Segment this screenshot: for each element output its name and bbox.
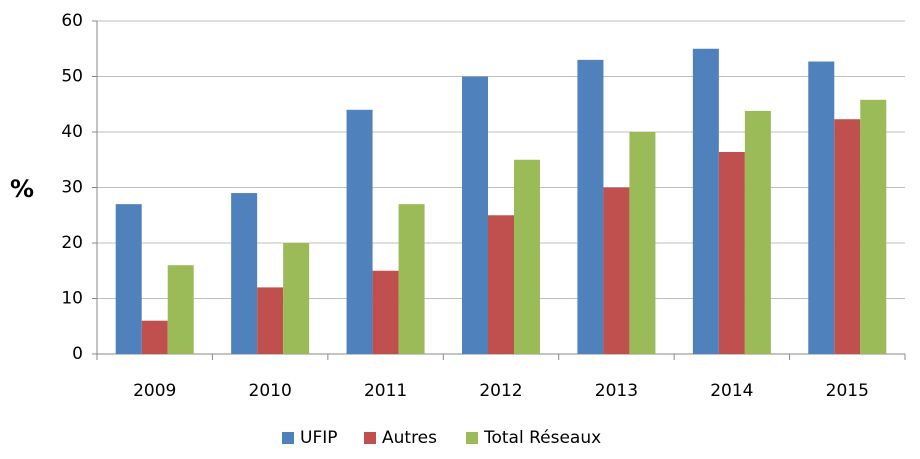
- bar: [744, 110, 771, 354]
- bar: [629, 132, 656, 354]
- bar: [115, 204, 142, 354]
- y-tick-label: 40: [61, 122, 83, 142]
- bar: [603, 187, 630, 354]
- legend-label: Autres: [382, 428, 437, 448]
- bar: [283, 243, 310, 354]
- y-tick-label: 10: [61, 289, 83, 309]
- y-tick-label: 0: [72, 344, 83, 364]
- bar: [808, 61, 835, 354]
- x-tick-label: 2012: [479, 381, 522, 401]
- y-tick-label: 60: [61, 11, 83, 31]
- x-tick-label: 2013: [595, 381, 638, 401]
- y-axis-label: %: [10, 175, 34, 203]
- x-tick-label: 2009: [133, 381, 176, 401]
- bar: [462, 76, 488, 354]
- bar: [141, 320, 168, 354]
- bar: [231, 193, 258, 354]
- legend-label: Total Réseaux: [483, 428, 601, 448]
- bar: [577, 59, 604, 354]
- bar: [346, 109, 373, 354]
- y-tick-label: 20: [61, 233, 83, 253]
- bar: [860, 99, 887, 354]
- bar: [372, 270, 399, 354]
- bar: [257, 287, 284, 354]
- y-tick-label: 50: [61, 67, 83, 87]
- bar: [398, 204, 425, 354]
- y-tick-label: 30: [61, 178, 83, 198]
- bar: [834, 119, 861, 354]
- legend-swatch: [282, 432, 294, 444]
- bar: [488, 215, 514, 354]
- x-tick-label: 2011: [364, 381, 407, 401]
- x-tick-label: 2010: [249, 381, 292, 401]
- bar: [167, 265, 194, 354]
- x-tick-label: 2014: [710, 381, 753, 401]
- bar: [692, 48, 719, 354]
- legend-swatch: [466, 432, 478, 444]
- legend-swatch: [364, 432, 376, 444]
- bar: [514, 159, 540, 354]
- x-tick-label: 2015: [826, 381, 869, 401]
- bar: [718, 151, 745, 354]
- legend-label: UFIP: [300, 428, 338, 448]
